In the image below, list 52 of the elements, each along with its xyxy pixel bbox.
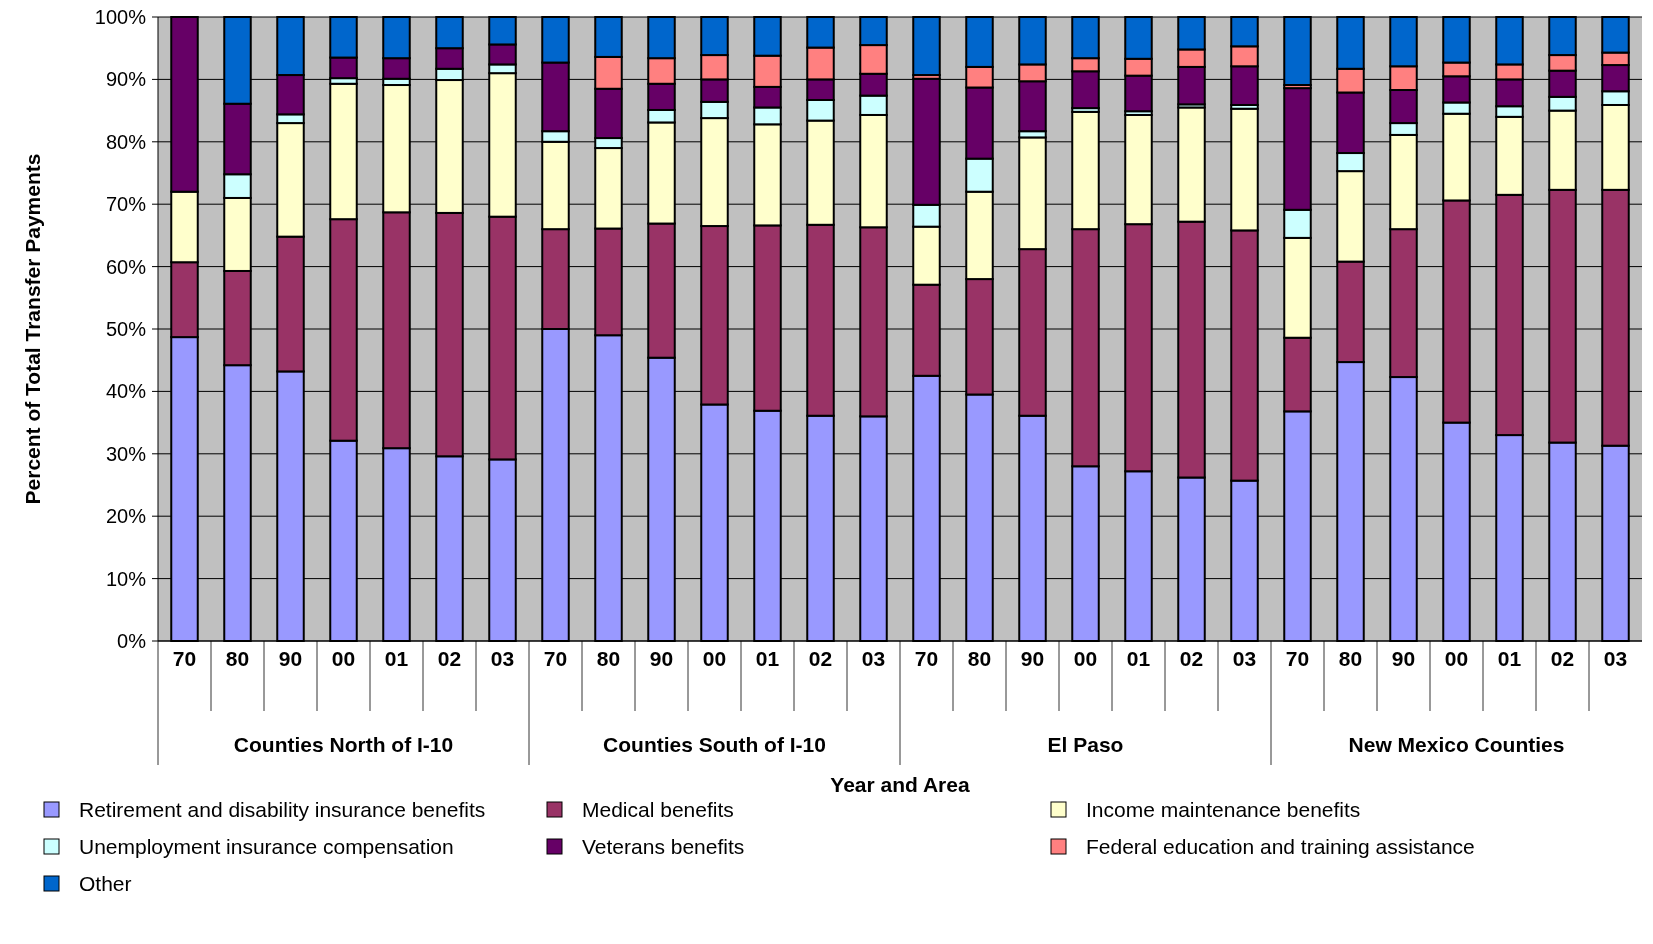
- legend-label: Medical benefits: [582, 798, 734, 822]
- legend-label: Income maintenance benefits: [1086, 798, 1361, 822]
- legend-label: Other: [79, 872, 132, 896]
- text: El Paso: [1047, 733, 1124, 756]
- x-tick-label: 80: [596, 647, 621, 670]
- x-tick-label: 02: [808, 647, 833, 670]
- x-tick-label: 00: [331, 647, 356, 670]
- x-tick-label: 01: [1126, 647, 1151, 670]
- x-axis-title: Year and Area: [830, 773, 970, 796]
- y-tick-label: 60%: [105, 255, 147, 278]
- legend-label: Unemployment insurance compensation: [79, 835, 454, 859]
- x-tick-label: 80: [967, 647, 992, 670]
- x-tick-label: 01: [1497, 647, 1522, 670]
- x-tick-label: 03: [861, 647, 886, 670]
- x-tick-label: 02: [437, 647, 462, 670]
- x-tick-label: 02: [1550, 647, 1575, 670]
- x-tick-label: 70: [914, 647, 939, 670]
- x-tick-label: 01: [755, 647, 780, 670]
- x-tick-label: 03: [490, 647, 515, 670]
- legend-label: Federal education and training assistance: [1086, 835, 1475, 859]
- y-tick-label: 70%: [105, 193, 147, 216]
- text: New Mexico Counties: [1348, 733, 1565, 756]
- y-tick-label: 0%: [117, 630, 147, 652]
- x-tick-label: 70: [1285, 647, 1310, 670]
- y-tick-label: 50%: [105, 318, 147, 340]
- x-tick-label: 90: [649, 647, 674, 670]
- x-tick-label: 03: [1603, 647, 1628, 670]
- x-tick-label: 90: [1391, 647, 1416, 670]
- text: Counties North of I-10: [233, 733, 454, 756]
- y-tick-label: 40%: [105, 380, 147, 403]
- x-tick-label: 70: [543, 647, 568, 670]
- x-tick-label: 90: [1020, 647, 1045, 670]
- x-tick-label: 00: [1073, 647, 1098, 670]
- y-tick-label: 80%: [105, 130, 147, 153]
- text: Counties South of I-10: [603, 733, 826, 756]
- x-tick-label: 02: [1179, 647, 1204, 670]
- y-tick-label: 10%: [105, 567, 147, 590]
- y-axis-title: Percent of Total Transfer Payments: [21, 153, 44, 505]
- y-tick-label: 90%: [105, 68, 147, 91]
- x-tick-label: 70: [172, 647, 197, 670]
- legend-label: Retirement and disability insurance benefits: [79, 798, 486, 822]
- x-tick-label: 01: [384, 647, 409, 670]
- legend-label: Veterans benefits: [582, 835, 745, 859]
- x-tick-label: 80: [225, 647, 250, 670]
- y-tick-label: 30%: [105, 442, 147, 465]
- x-tick-label: 00: [1444, 647, 1469, 670]
- y-tick-label: 20%: [105, 505, 147, 528]
- x-tick-label: 80: [1338, 647, 1363, 670]
- x-tick-label: 00: [702, 647, 727, 670]
- x-tick-label: 90: [278, 647, 303, 670]
- y-tick-label: 100%: [94, 6, 147, 28]
- x-tick-label: 03: [1232, 647, 1257, 670]
